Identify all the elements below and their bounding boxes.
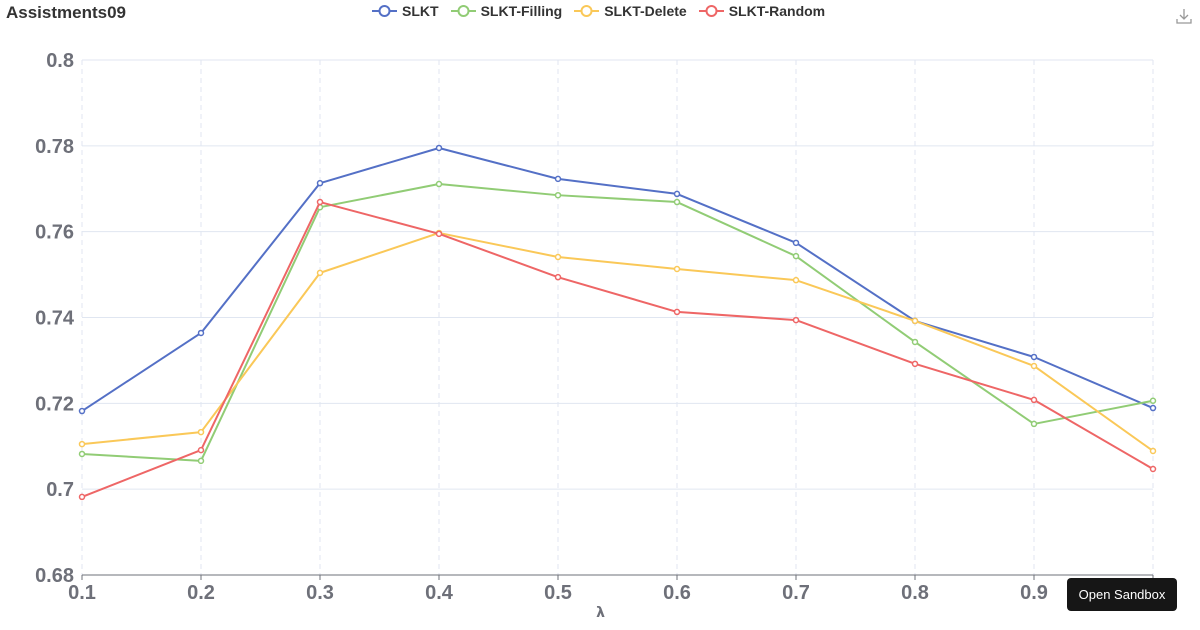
legend-marker-icon [698, 5, 724, 17]
data-point [1030, 420, 1038, 428]
x-tick-label: 0.3 [306, 582, 334, 604]
data-point [1149, 397, 1157, 405]
data-point [197, 457, 205, 465]
legend-label: SLKT [402, 3, 439, 19]
legend-marker-icon [450, 5, 476, 17]
legend-item-slkt-random[interactable]: SLKT-Random [698, 3, 826, 19]
data-point [1149, 465, 1157, 473]
data-point [1030, 353, 1038, 361]
data-point [1149, 404, 1157, 412]
series-line-slkt-delete [81, 231, 1154, 452]
data-point [911, 338, 919, 346]
data-point [554, 273, 562, 281]
data-point [1030, 396, 1038, 404]
data-point [792, 252, 800, 260]
legend-label: SLKT-Filling [480, 3, 563, 19]
data-point [792, 239, 800, 247]
data-point [435, 180, 443, 188]
x-tick-label: 0.4 [425, 582, 454, 604]
data-point [673, 190, 681, 198]
legend-marker-icon [372, 5, 397, 17]
chart-title: Assistments09 [6, 3, 127, 22]
data-point [316, 198, 324, 206]
legend-marker-icon [574, 5, 600, 17]
x-tick-label: 0.6 [663, 582, 691, 604]
data-point [78, 493, 86, 501]
data-point [78, 450, 86, 458]
x-tick-label: 0.5 [544, 582, 572, 604]
legend: SLKT SLKT-Filling SLKT-Delete SLKT-Random [372, 3, 825, 19]
data-point [1149, 447, 1157, 455]
y-tick-label: 0.74 [35, 308, 75, 330]
y-tick-label: 0.7 [46, 479, 74, 501]
legend-item-slkt-delete[interactable]: SLKT-Delete [574, 3, 687, 19]
data-point [197, 446, 205, 454]
x-axis-label: λ [596, 605, 605, 621]
x-tick-label: 0.9 [1020, 582, 1048, 604]
data-point [792, 316, 800, 324]
data-point [316, 269, 324, 277]
data-point [1030, 362, 1038, 370]
series-line-slkt [81, 146, 1154, 412]
data-point [78, 407, 86, 415]
x-tick-label: 0.1 [68, 582, 96, 604]
y-tick-label: 0.68 [35, 565, 74, 587]
data-point [197, 329, 205, 337]
data-point [197, 428, 205, 436]
data-point [911, 360, 919, 368]
y-tick-label: 0.8 [46, 50, 74, 72]
data-point [911, 317, 919, 325]
download-icon[interactable] [1174, 6, 1194, 26]
x-tick-label: 0.7 [782, 582, 810, 604]
data-point [554, 253, 562, 261]
data-point [792, 276, 800, 284]
series-line-slkt-random [81, 201, 1154, 498]
y-tick-label: 0.72 [35, 393, 74, 415]
legend-item-slkt[interactable]: SLKT [372, 3, 439, 19]
legend-label: SLKT-Delete [604, 3, 687, 19]
open-sandbox-button[interactable]: Open Sandbox [1067, 578, 1177, 611]
y-tick-label: 0.76 [35, 222, 74, 244]
legend-item-slkt-filling[interactable]: SLKT-Filling [450, 3, 563, 19]
data-point [78, 440, 86, 448]
data-point [554, 175, 562, 183]
legend-label: SLKT-Random [728, 3, 826, 19]
data-point [673, 265, 681, 273]
series-line-slkt-filling [81, 183, 1154, 462]
x-tick-label: 0.2 [187, 582, 215, 604]
data-point [554, 191, 562, 199]
y-tick-label: 0.78 [35, 136, 74, 158]
data-point [435, 230, 443, 238]
data-point [435, 144, 443, 152]
data-point [673, 308, 681, 316]
x-tick-label: 0.8 [901, 582, 929, 604]
data-point [673, 198, 681, 206]
data-point [316, 179, 324, 187]
